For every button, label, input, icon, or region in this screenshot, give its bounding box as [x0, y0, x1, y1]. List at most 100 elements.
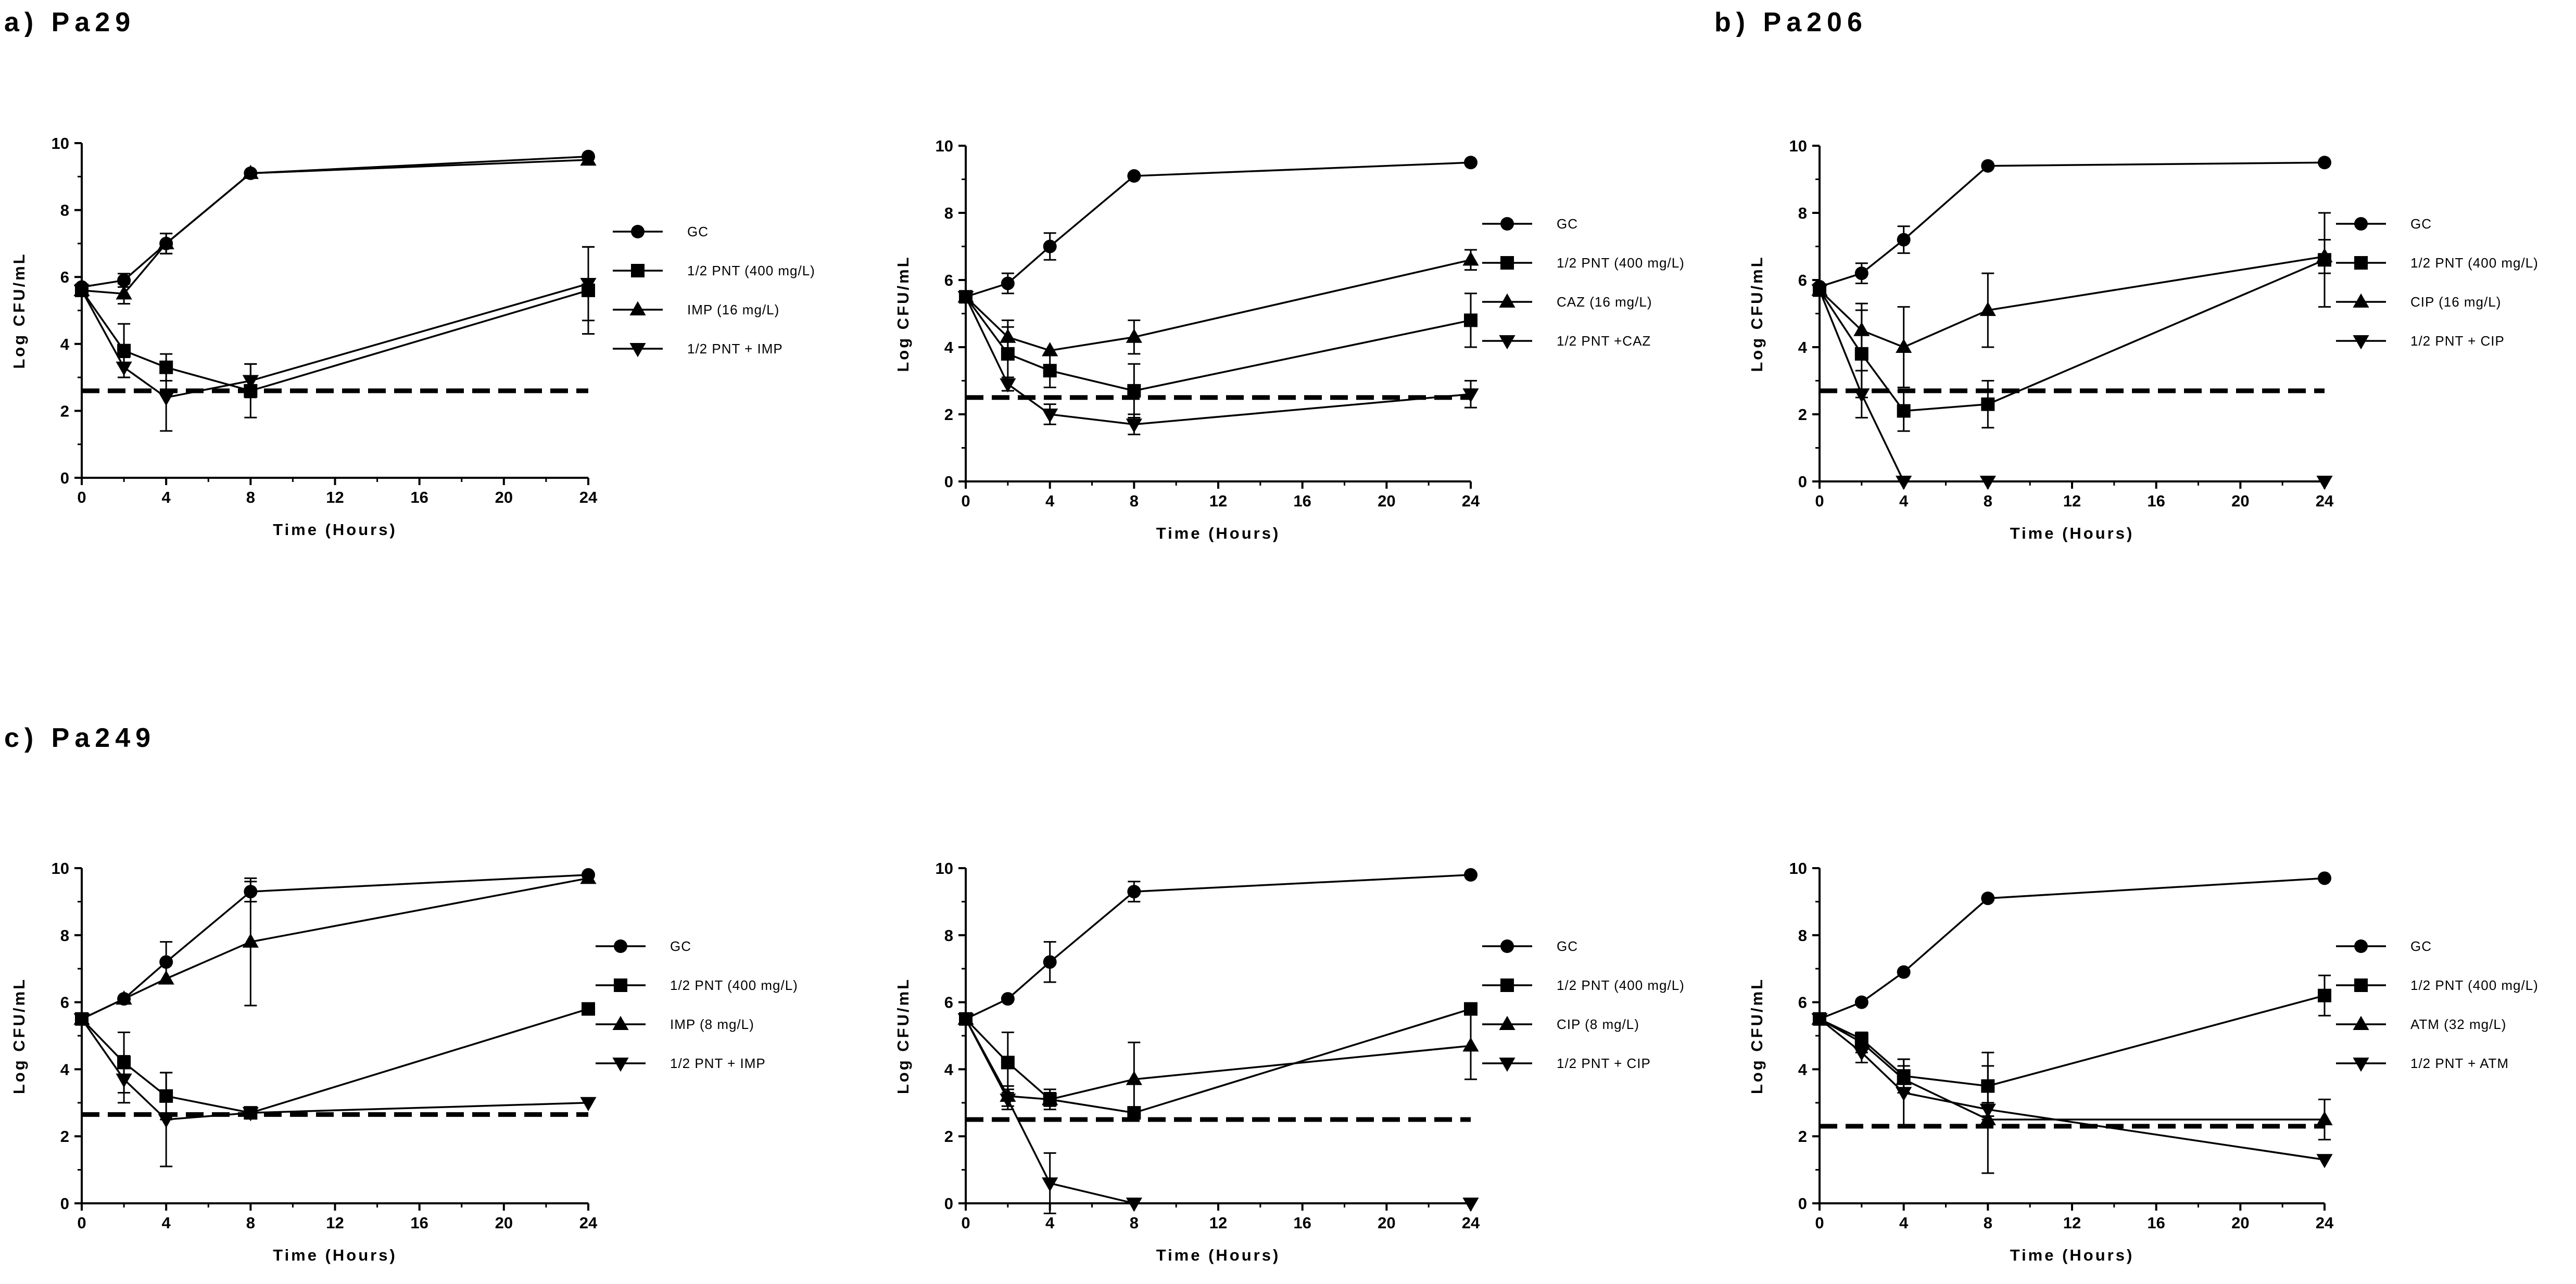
legend-item: 1/2 PNT (400 mg/L) [613, 263, 815, 278]
legend-marker [1500, 939, 1514, 953]
y-tick-label: 4 [944, 1060, 954, 1078]
data-point [580, 278, 597, 293]
legend-marker [1499, 293, 1516, 308]
data-point [73, 284, 90, 299]
series-4 [73, 1013, 597, 1167]
y-tick-label: 2 [60, 402, 69, 420]
data-point [1897, 404, 1911, 418]
data-point [1897, 965, 1911, 979]
data-point [2316, 475, 2333, 490]
data-point [116, 285, 132, 300]
legend-marker [2354, 939, 2368, 953]
data-point [2316, 1154, 2333, 1168]
data-point [158, 391, 174, 406]
legend-item: 1/2 PNT + ATM [2336, 1056, 2508, 1072]
data-point [580, 1097, 597, 1112]
y-tick-label: 4 [1798, 1060, 1808, 1078]
x-tick-label: 4 [1899, 1214, 1909, 1232]
legend-label: 1/2 PNT + IMP [670, 1056, 766, 1071]
data-point [1126, 418, 1142, 433]
data-point [1854, 266, 1868, 281]
y-tick-label: 0 [1798, 1194, 1807, 1213]
y-tick-label: 2 [60, 1127, 69, 1146]
legend-marker [631, 264, 645, 277]
x-tick-label: 20 [1378, 1214, 1395, 1232]
data-point [1896, 338, 1912, 353]
data-point [1462, 1197, 1479, 1212]
legend-item: CIP (16 mg/L) [2336, 293, 2501, 310]
legend-label: 1/2 PNT (400 mg/L) [2410, 977, 2539, 993]
y-tick-label: 2 [944, 405, 953, 424]
x-tick-label: 12 [326, 1214, 344, 1232]
y-axis-title: Log CFU/mL [1748, 977, 1766, 1094]
legend-label: GC [2410, 216, 2432, 232]
legend-label: GC [687, 224, 709, 239]
legend-item: 1/2 PNT (400 mg/L) [596, 977, 798, 993]
series-line [965, 1018, 1471, 1204]
series-line [965, 296, 1471, 426]
legend-label: CAZ (16 mg/L) [1557, 294, 1652, 310]
series-3 [73, 151, 597, 305]
series-line [81, 1018, 589, 1121]
y-tick-label: 2 [944, 1127, 953, 1146]
data-point [1000, 1094, 1016, 1108]
data-point [1462, 1037, 1479, 1052]
data-point [1001, 1056, 1015, 1070]
data-point [957, 1013, 974, 1028]
legend-marker [1500, 256, 1514, 270]
legend-marker [2353, 1015, 2369, 1031]
data-point [1981, 159, 1995, 173]
x-tick-label: 4 [1045, 492, 1055, 510]
data-point [2318, 871, 2331, 885]
y-tick-label: 10 [52, 134, 69, 152]
data-point [957, 291, 974, 306]
y-tick-label: 8 [944, 926, 953, 945]
legend-label: ATM (32 mg/L) [2410, 1016, 2506, 1032]
data-point [2318, 988, 2331, 1002]
series-line [1819, 877, 2325, 1020]
y-tick-label: 8 [1798, 926, 1807, 945]
data-point [116, 990, 132, 1005]
x-tick-label: 8 [1984, 1214, 1992, 1232]
y-tick-label: 8 [60, 926, 69, 945]
data-point [582, 1002, 595, 1016]
data-point [1981, 891, 1995, 905]
panel-label-a: a) Pa29 [4, 7, 135, 37]
legend-item: GC [2336, 216, 2432, 232]
x-tick-label: 20 [1378, 492, 1395, 510]
y-tick-label: 10 [52, 859, 69, 878]
data-point [1127, 169, 1141, 183]
x-tick-label: 0 [1815, 492, 1824, 510]
legend-item: IMP (16 mg/L) [613, 301, 779, 317]
x-axis-title: Time (Hours) [273, 520, 397, 539]
series-line [81, 877, 589, 1020]
data-point [1042, 1091, 1058, 1105]
data-point [1979, 475, 1996, 490]
legend-label: 1/2 PNT + CIP [1557, 1056, 1651, 1071]
y-tick-label: 4 [944, 338, 954, 357]
series-2 [1813, 212, 2331, 432]
legend-item: 1/2 PNT + CIP [2336, 333, 2504, 350]
y-axis-title: Log CFU/mL [10, 252, 28, 368]
data-point [1853, 388, 1870, 403]
data-point [1043, 239, 1057, 253]
data-point [1001, 992, 1015, 1006]
legend-marker [2354, 217, 2368, 231]
x-tick-label: 0 [961, 492, 970, 510]
data-point [1000, 328, 1016, 343]
x-tick-label: 16 [410, 1214, 428, 1232]
series-3 [957, 249, 1479, 357]
legend-label: 1/2 PNT +CAZ [1557, 333, 1651, 349]
data-point [158, 970, 174, 985]
y-tick-label: 0 [944, 1194, 953, 1213]
data-point [1043, 364, 1057, 378]
x-tick-label: 16 [1293, 492, 1311, 510]
series-2 [959, 1002, 1478, 1120]
y-tick-label: 6 [60, 994, 69, 1012]
series-1 [1813, 156, 2331, 294]
